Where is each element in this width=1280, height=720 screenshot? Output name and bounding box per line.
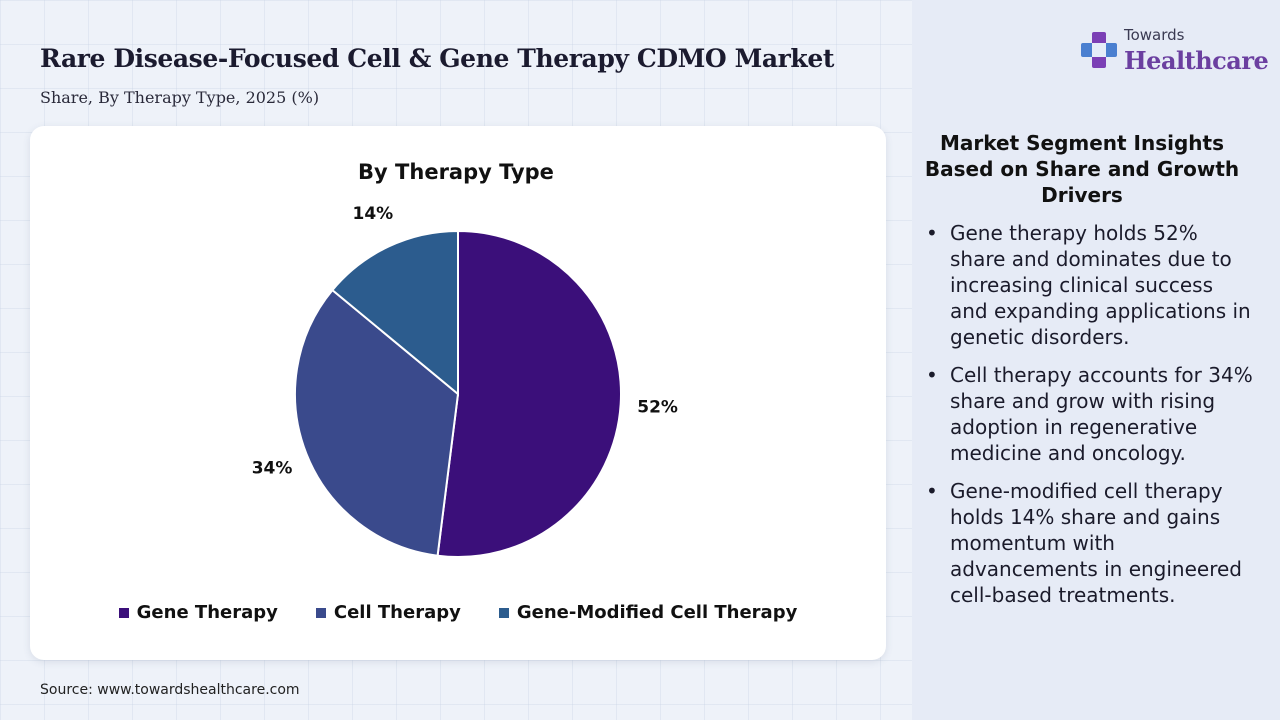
data-label: 34% [252,459,293,479]
source-note: Source: www.towardshealthcare.com [40,682,300,698]
pie-chart: 52% 34% 14% [252,204,678,558]
legend-item: Cell Therapy [315,602,461,623]
chart-title: By Therapy Type [358,160,554,184]
logo-text-small: Towards [1124,26,1185,44]
pie-slice-cell-therapy [294,288,460,557]
insight-item: Gene therapy holds 52% share and dominat… [926,220,1256,350]
insights-title: Market Segment Insights Based on Share a… [924,131,1240,207]
legend-item: Gene Therapy [118,602,278,623]
legend-label: Gene-Modified Cell Therapy [516,602,798,623]
logo-text-big: Healthcare [1124,46,1269,75]
page-title: Rare Disease-Focused Cell & Gene Therapy… [40,44,834,73]
legend-swatch [118,607,129,618]
chart-card: By Therapy Type 52% 34% 14% Gene Therapy Ce… [30,126,886,660]
pie-slice-gene-modified-cell-therapy [330,229,459,397]
data-label: 52% [637,398,678,418]
legend-swatch [315,607,326,618]
insights-list: Gene therapy holds 52% share and dominat… [926,220,1256,620]
legend-label: Cell Therapy [333,602,461,623]
chart-legend: Gene Therapy Cell Therapy Gene-Modified Ce… [30,602,886,623]
pie-slice-gene-therapy [436,229,622,558]
legend-label: Gene Therapy [136,602,278,623]
data-label: 14% [352,204,393,224]
brand-logo: Towards Healthcare [1080,26,1269,78]
main-panel: Rare Disease-Focused Cell & Gene Therapy… [30,44,886,698]
medical-cross-icon [1081,32,1117,68]
insight-item: Cell therapy accounts for 34% share and … [926,362,1256,466]
legend-item: Gene-Modified Cell Therapy [498,602,798,623]
page-subtitle: Share, By Therapy Type, 2025 (%) [40,88,320,107]
legend-swatch [498,607,509,618]
insight-item: Gene-modified cell therapy holds 14% sha… [926,478,1256,608]
